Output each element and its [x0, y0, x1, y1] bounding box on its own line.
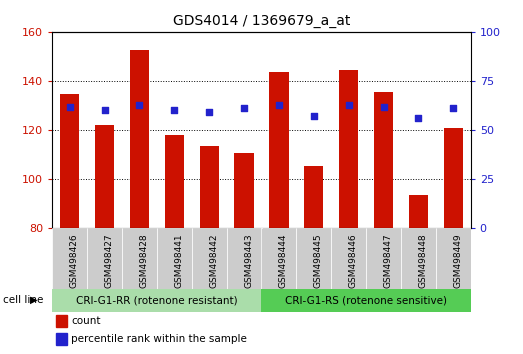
Bar [297, 228, 331, 289]
Point [345, 102, 353, 107]
Bar [122, 228, 157, 289]
Bar [130, 50, 149, 228]
Point [205, 110, 213, 115]
Point [310, 114, 318, 119]
Bar [304, 166, 323, 228]
Title: GDS4014 / 1369679_a_at: GDS4014 / 1369679_a_at [173, 14, 350, 28]
Bar [436, 228, 471, 289]
Text: GSM498426: GSM498426 [70, 233, 79, 288]
Text: GSM498442: GSM498442 [209, 233, 218, 288]
Point [100, 108, 109, 113]
Text: GSM498448: GSM498448 [418, 233, 427, 288]
Text: GSM498445: GSM498445 [314, 233, 323, 288]
Bar [262, 228, 297, 289]
Point [170, 108, 178, 113]
Bar [401, 228, 436, 289]
Bar [165, 135, 184, 228]
Bar [331, 228, 366, 289]
Text: CRI-G1-RR (rotenone resistant): CRI-G1-RR (rotenone resistant) [76, 295, 238, 305]
Bar [374, 92, 393, 228]
Text: GSM498449: GSM498449 [453, 233, 462, 288]
Text: GSM498443: GSM498443 [244, 233, 253, 288]
Text: GSM498428: GSM498428 [140, 233, 149, 288]
Text: GSM498427: GSM498427 [105, 233, 113, 288]
Text: count: count [71, 316, 100, 326]
Bar [52, 228, 87, 289]
Text: GSM498447: GSM498447 [383, 233, 393, 288]
Bar [87, 228, 122, 289]
Bar [157, 228, 192, 289]
Bar [192, 228, 226, 289]
Point [379, 104, 388, 109]
Bar [409, 195, 428, 228]
Bar [339, 70, 358, 228]
Bar [60, 95, 79, 228]
Text: GSM498444: GSM498444 [279, 233, 288, 288]
Text: percentile rank within the sample: percentile rank within the sample [71, 334, 247, 344]
Bar [56, 315, 67, 327]
Bar [234, 153, 254, 228]
Point [449, 105, 458, 111]
Bar [226, 228, 262, 289]
Point [65, 104, 74, 109]
Bar [366, 228, 401, 289]
Text: cell line: cell line [3, 295, 43, 305]
Point [275, 102, 283, 107]
Bar [444, 128, 463, 228]
Point [135, 102, 144, 107]
Text: GSM498446: GSM498446 [349, 233, 358, 288]
Bar [200, 146, 219, 228]
Point [240, 105, 248, 111]
Point [414, 115, 423, 121]
Bar [262, 289, 471, 312]
Bar [52, 289, 262, 312]
Text: CRI-G1-RS (rotenone sensitive): CRI-G1-RS (rotenone sensitive) [285, 295, 447, 305]
Bar [56, 333, 67, 345]
Bar [269, 72, 289, 228]
Text: ▶: ▶ [30, 295, 38, 305]
Bar [95, 125, 114, 228]
Text: GSM498441: GSM498441 [174, 233, 184, 288]
